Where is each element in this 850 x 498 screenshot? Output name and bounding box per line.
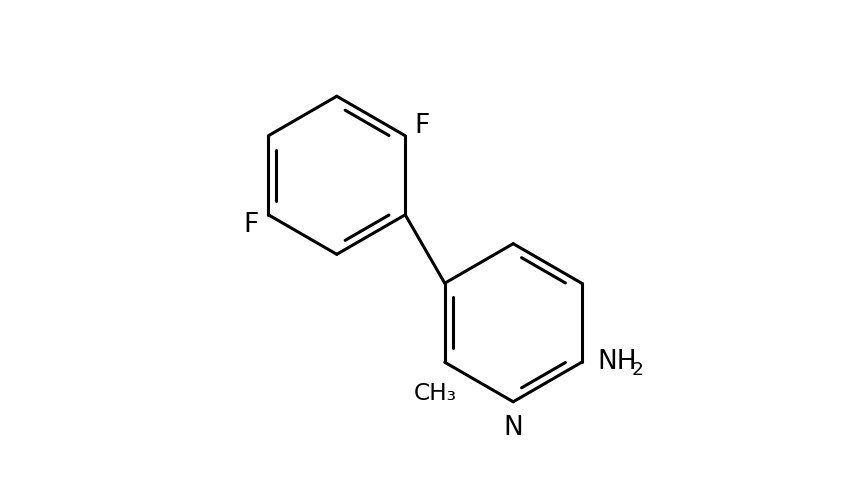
Text: N: N (503, 415, 523, 441)
Text: F: F (244, 212, 259, 238)
Text: 2: 2 (632, 361, 643, 379)
Text: CH₃: CH₃ (414, 382, 456, 405)
Text: NH: NH (598, 349, 638, 375)
Text: F: F (415, 113, 430, 139)
